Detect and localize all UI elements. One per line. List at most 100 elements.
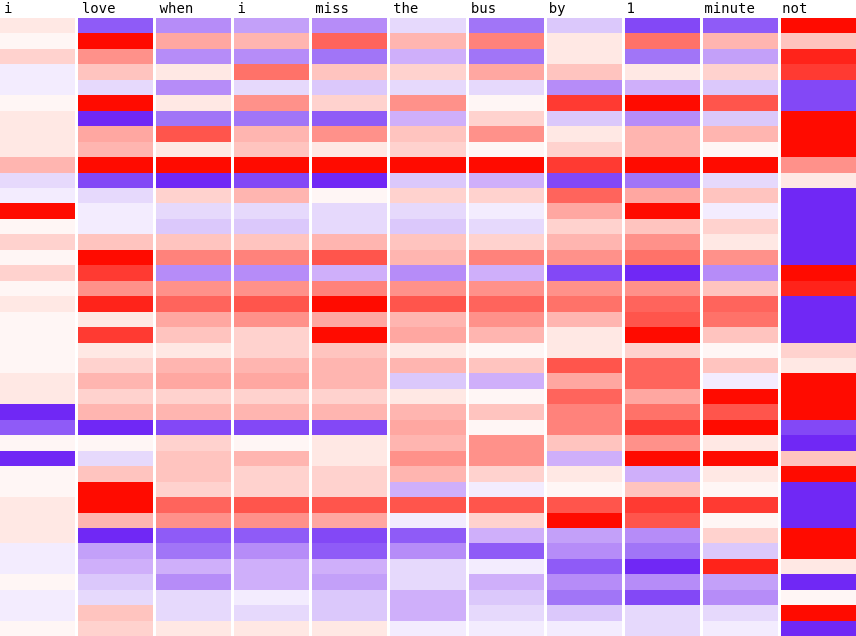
heatmap-cell: [703, 497, 778, 512]
heatmap-cell: [625, 358, 700, 373]
heatmap-cell: [547, 281, 622, 296]
heatmap-cell: [547, 203, 622, 218]
heatmap-cell: [703, 281, 778, 296]
heatmap-cell: [469, 559, 544, 574]
heatmap-cell: [78, 528, 153, 543]
heatmap-cell: [781, 95, 856, 110]
heatmap-cell: [625, 389, 700, 404]
heatmap-cell: [703, 482, 778, 497]
heatmap-cell: [390, 497, 465, 512]
heatmap-cell: [781, 404, 856, 419]
heatmap-cell: [703, 203, 778, 218]
heatmap-cell: [0, 466, 75, 481]
heatmap-column: [390, 18, 465, 636]
heatmap-cell: [156, 49, 231, 64]
heatmap-cell: [0, 203, 75, 218]
heatmap-cell: [781, 265, 856, 280]
heatmap-cell: [0, 559, 75, 574]
heatmap-cell: [390, 513, 465, 528]
heatmap-cell: [469, 605, 544, 620]
heatmap-cell: [703, 33, 778, 48]
heatmap-cell: [547, 111, 622, 126]
heatmap-cell: [469, 389, 544, 404]
heatmap-cell: [469, 373, 544, 388]
heatmap-cell: [703, 49, 778, 64]
heatmap-cell: [547, 95, 622, 110]
heatmap-cell: [781, 327, 856, 342]
heatmap-cell: [0, 605, 75, 620]
heatmap-cell: [781, 451, 856, 466]
heatmap-cell: [234, 219, 309, 234]
heatmap-cell: [234, 543, 309, 558]
heatmap-cell: [0, 126, 75, 141]
heatmap-cell: [312, 126, 387, 141]
heatmap-cell: [234, 33, 309, 48]
heatmap-cell: [312, 281, 387, 296]
heatmap-cell: [781, 203, 856, 218]
heatmap-cell: [156, 281, 231, 296]
heatmap-cell: [781, 373, 856, 388]
heatmap-cell: [469, 404, 544, 419]
heatmap-cell: [703, 265, 778, 280]
heatmap-cell: [625, 466, 700, 481]
heatmap-cell: [0, 250, 75, 265]
heatmap-cell: [156, 358, 231, 373]
heatmap-cell: [312, 142, 387, 157]
heatmap-cell: [78, 80, 153, 95]
heatmap-cell: [234, 327, 309, 342]
heatmap-cell: [312, 188, 387, 203]
heatmap-cell: [156, 33, 231, 48]
heatmap-cell: [547, 605, 622, 620]
heatmap-cell: [156, 312, 231, 327]
heatmap-cell: [390, 80, 465, 95]
heatmap-cell: [781, 18, 856, 33]
heatmap-cell: [781, 590, 856, 605]
heatmap-cell: [781, 250, 856, 265]
heatmap-cell: [312, 404, 387, 419]
heatmap-grid: [0, 18, 856, 636]
heatmap-cell: [234, 296, 309, 311]
heatmap-cell: [390, 111, 465, 126]
heatmap-cell: [469, 482, 544, 497]
heatmap-column: [703, 18, 778, 636]
heatmap-cell: [703, 188, 778, 203]
heatmap-cell: [156, 126, 231, 141]
heatmap-cell: [547, 373, 622, 388]
heatmap-cell: [234, 64, 309, 79]
heatmap-cell: [234, 420, 309, 435]
heatmap-cell: [469, 497, 544, 512]
heatmap-cell: [0, 142, 75, 157]
heatmap-cell: [390, 64, 465, 79]
heatmap-cell: [0, 296, 75, 311]
heatmap-cell: [234, 466, 309, 481]
heatmap-cell: [312, 513, 387, 528]
heatmap-cell: [625, 451, 700, 466]
heatmap-cell: [469, 142, 544, 157]
heatmap-cell: [390, 126, 465, 141]
heatmap-cell: [234, 18, 309, 33]
heatmap-cell: [234, 389, 309, 404]
heatmap-cell: [0, 49, 75, 64]
heatmap-cell: [312, 312, 387, 327]
heatmap-cell: [78, 543, 153, 558]
heatmap-cell: [703, 312, 778, 327]
heatmap-cell: [781, 420, 856, 435]
heatmap-cell: [390, 327, 465, 342]
heatmap-cell: [547, 49, 622, 64]
heatmap-cell: [469, 451, 544, 466]
heatmap-cell: [0, 451, 75, 466]
heatmap-cell: [78, 173, 153, 188]
heatmap-cell: [312, 18, 387, 33]
heatmap-cell: [703, 219, 778, 234]
heatmap-cell: [390, 435, 465, 450]
heatmap-cell: [390, 95, 465, 110]
heatmap-cell: [78, 142, 153, 157]
heatmap-cell: [0, 590, 75, 605]
heatmap-cell: [625, 621, 700, 636]
heatmap-cell: [703, 95, 778, 110]
heatmap-cell: [0, 281, 75, 296]
heatmap-cell: [781, 219, 856, 234]
heatmap-cell: [156, 451, 231, 466]
heatmap-cell: [781, 389, 856, 404]
column-label: love: [78, 0, 156, 18]
